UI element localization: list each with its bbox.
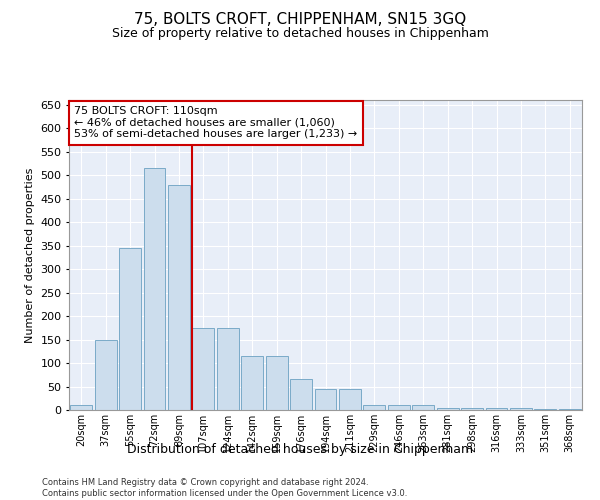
Bar — [266, 356, 287, 410]
Bar — [485, 408, 508, 410]
Bar — [437, 408, 458, 410]
Y-axis label: Number of detached properties: Number of detached properties — [25, 168, 35, 342]
Bar — [412, 406, 434, 410]
Bar — [70, 406, 92, 410]
Text: 75, BOLTS CROFT, CHIPPENHAM, SN15 3GQ: 75, BOLTS CROFT, CHIPPENHAM, SN15 3GQ — [134, 12, 466, 28]
Bar — [217, 328, 239, 410]
Bar — [241, 356, 263, 410]
Text: 75 BOLTS CROFT: 110sqm
← 46% of detached houses are smaller (1,060)
53% of semi-: 75 BOLTS CROFT: 110sqm ← 46% of detached… — [74, 106, 358, 140]
Text: Contains HM Land Registry data © Crown copyright and database right 2024.
Contai: Contains HM Land Registry data © Crown c… — [42, 478, 407, 498]
Bar — [510, 408, 532, 410]
Bar — [290, 380, 312, 410]
Bar — [143, 168, 166, 410]
Bar — [339, 389, 361, 410]
Text: Size of property relative to detached houses in Chippenham: Size of property relative to detached ho… — [112, 28, 488, 40]
Bar — [314, 389, 337, 410]
Bar — [168, 184, 190, 410]
Bar — [193, 328, 214, 410]
Text: Distribution of detached houses by size in Chippenham: Distribution of detached houses by size … — [127, 442, 473, 456]
Bar — [364, 406, 385, 410]
Bar — [559, 408, 581, 410]
Bar — [119, 248, 141, 410]
Bar — [95, 340, 116, 410]
Bar — [535, 408, 556, 410]
Bar — [388, 406, 410, 410]
Bar — [461, 408, 483, 410]
